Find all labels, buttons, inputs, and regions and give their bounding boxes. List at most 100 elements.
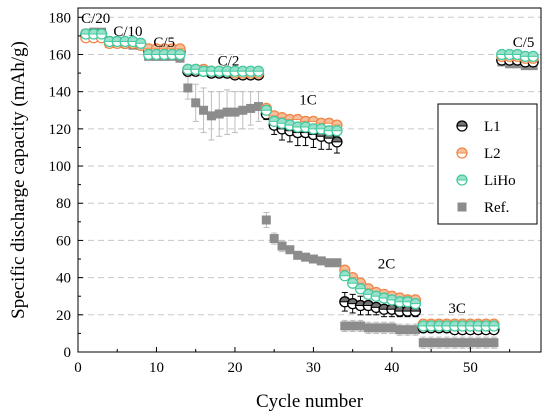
- marker-fill: [175, 43, 186, 49]
- point-ref: [465, 338, 475, 348]
- marker-fill: [331, 125, 342, 131]
- point-ref: [426, 338, 436, 348]
- point-ref: [206, 111, 216, 121]
- point-liho: [425, 320, 437, 332]
- point-ref: [269, 234, 279, 244]
- marker-fill: [269, 110, 280, 116]
- point-liho: [409, 298, 422, 310]
- point-ref: [253, 102, 263, 112]
- point-ref: [230, 107, 240, 117]
- x-tick-label: 20: [227, 360, 242, 376]
- marker-fill: [386, 294, 397, 300]
- rate-label: C/5: [153, 35, 175, 51]
- marker-fill: [277, 112, 288, 118]
- marker-fill: [410, 298, 421, 304]
- x-axis-title: Cycle number: [256, 391, 364, 412]
- point-ref: [246, 103, 256, 113]
- legend-label-ref: Ref.: [484, 200, 509, 216]
- axis-ticks: 0 10 20 30 40 50 0 20 40 60 80 100 120 140 160 180: [49, 10, 511, 376]
- point-ref: [410, 325, 420, 335]
- marker-fill: [379, 293, 390, 299]
- y-tick-label: 180: [49, 10, 72, 26]
- point-liho: [268, 115, 280, 128]
- point-ref: [308, 254, 318, 264]
- legend-box: [437, 103, 538, 225]
- point-ref: [458, 338, 468, 348]
- point-ref: [434, 338, 444, 348]
- marker-fill: [347, 298, 358, 304]
- point-liho: [527, 50, 539, 62]
- point-ref: [316, 256, 326, 266]
- point-liho: [354, 283, 367, 295]
- marker-fill: [190, 64, 201, 70]
- point-liho: [488, 320, 500, 332]
- marker-fill: [261, 105, 272, 111]
- point-ref: [191, 98, 201, 108]
- legend-marker-l2: [456, 147, 468, 159]
- marker-fill: [316, 123, 327, 129]
- y-tick-label: 40: [56, 271, 71, 287]
- marker-fill: [324, 118, 335, 124]
- legend-marker-l1: [456, 120, 468, 132]
- y-tick-label: 60: [56, 233, 71, 249]
- point-ref: [324, 258, 334, 268]
- marker-fill: [355, 283, 366, 289]
- rate-label: 2C: [378, 256, 396, 272]
- y-tick-label: 100: [49, 159, 72, 175]
- marker-fill: [269, 116, 280, 122]
- point-ref: [348, 321, 358, 331]
- point-liho: [135, 37, 147, 49]
- point-liho: [252, 65, 265, 77]
- rate-label: C/10: [113, 24, 142, 40]
- point-liho: [260, 104, 272, 116]
- marker-fill: [277, 118, 288, 124]
- marker-fill: [331, 120, 342, 126]
- point-liho: [95, 28, 108, 40]
- point-ref: [489, 338, 499, 348]
- data-markers: [80, 27, 539, 348]
- rate-annotations: C/20C/10 C/5 C/2 1C 2C 3C C/5: [81, 11, 534, 317]
- point-liho: [331, 125, 343, 137]
- marker-fill: [371, 302, 382, 308]
- marker-fill: [300, 122, 311, 128]
- marker-fill: [488, 320, 499, 326]
- marker-fill: [512, 49, 523, 55]
- point-ref: [301, 252, 311, 262]
- rate-label: 3C: [448, 301, 466, 317]
- point-ref: [450, 338, 460, 348]
- point-liho: [339, 270, 351, 282]
- marker-fill: [457, 148, 467, 153]
- point-ref: [222, 107, 232, 117]
- rate-label: 1C: [299, 93, 317, 109]
- point-liho: [197, 65, 210, 77]
- legend-label-liho: LiHo: [484, 173, 516, 189]
- x-tick-label: 30: [306, 360, 321, 376]
- legend-label-l1: L1: [484, 119, 501, 135]
- marker-fill: [363, 300, 374, 306]
- point-ref: [293, 250, 303, 260]
- marker-fill: [457, 175, 467, 180]
- point-ref: [473, 338, 483, 348]
- y-tick-label: 80: [56, 196, 71, 212]
- x-tick-label: 40: [384, 360, 399, 376]
- legend-marker-liho: [456, 174, 468, 186]
- point-ref: [418, 338, 428, 348]
- marker-fill: [292, 114, 303, 120]
- point-liho: [449, 320, 461, 332]
- point-liho: [519, 50, 531, 62]
- marker-fill: [127, 36, 138, 42]
- point-ref: [371, 323, 381, 333]
- marker-fill: [363, 289, 374, 295]
- point-liho: [127, 35, 139, 48]
- x-tick-label: 0: [74, 360, 82, 376]
- point-liho: [174, 48, 186, 61]
- marker-fill: [284, 120, 295, 126]
- marker-fill: [339, 270, 350, 276]
- x-tick-label: 50: [463, 360, 478, 376]
- legend-marker-ref: [457, 202, 467, 212]
- point-ref: [332, 258, 342, 268]
- rate-label: C/20: [81, 11, 110, 27]
- marker-fill: [402, 296, 413, 302]
- point-ref: [387, 323, 397, 333]
- marker-fill: [371, 291, 382, 297]
